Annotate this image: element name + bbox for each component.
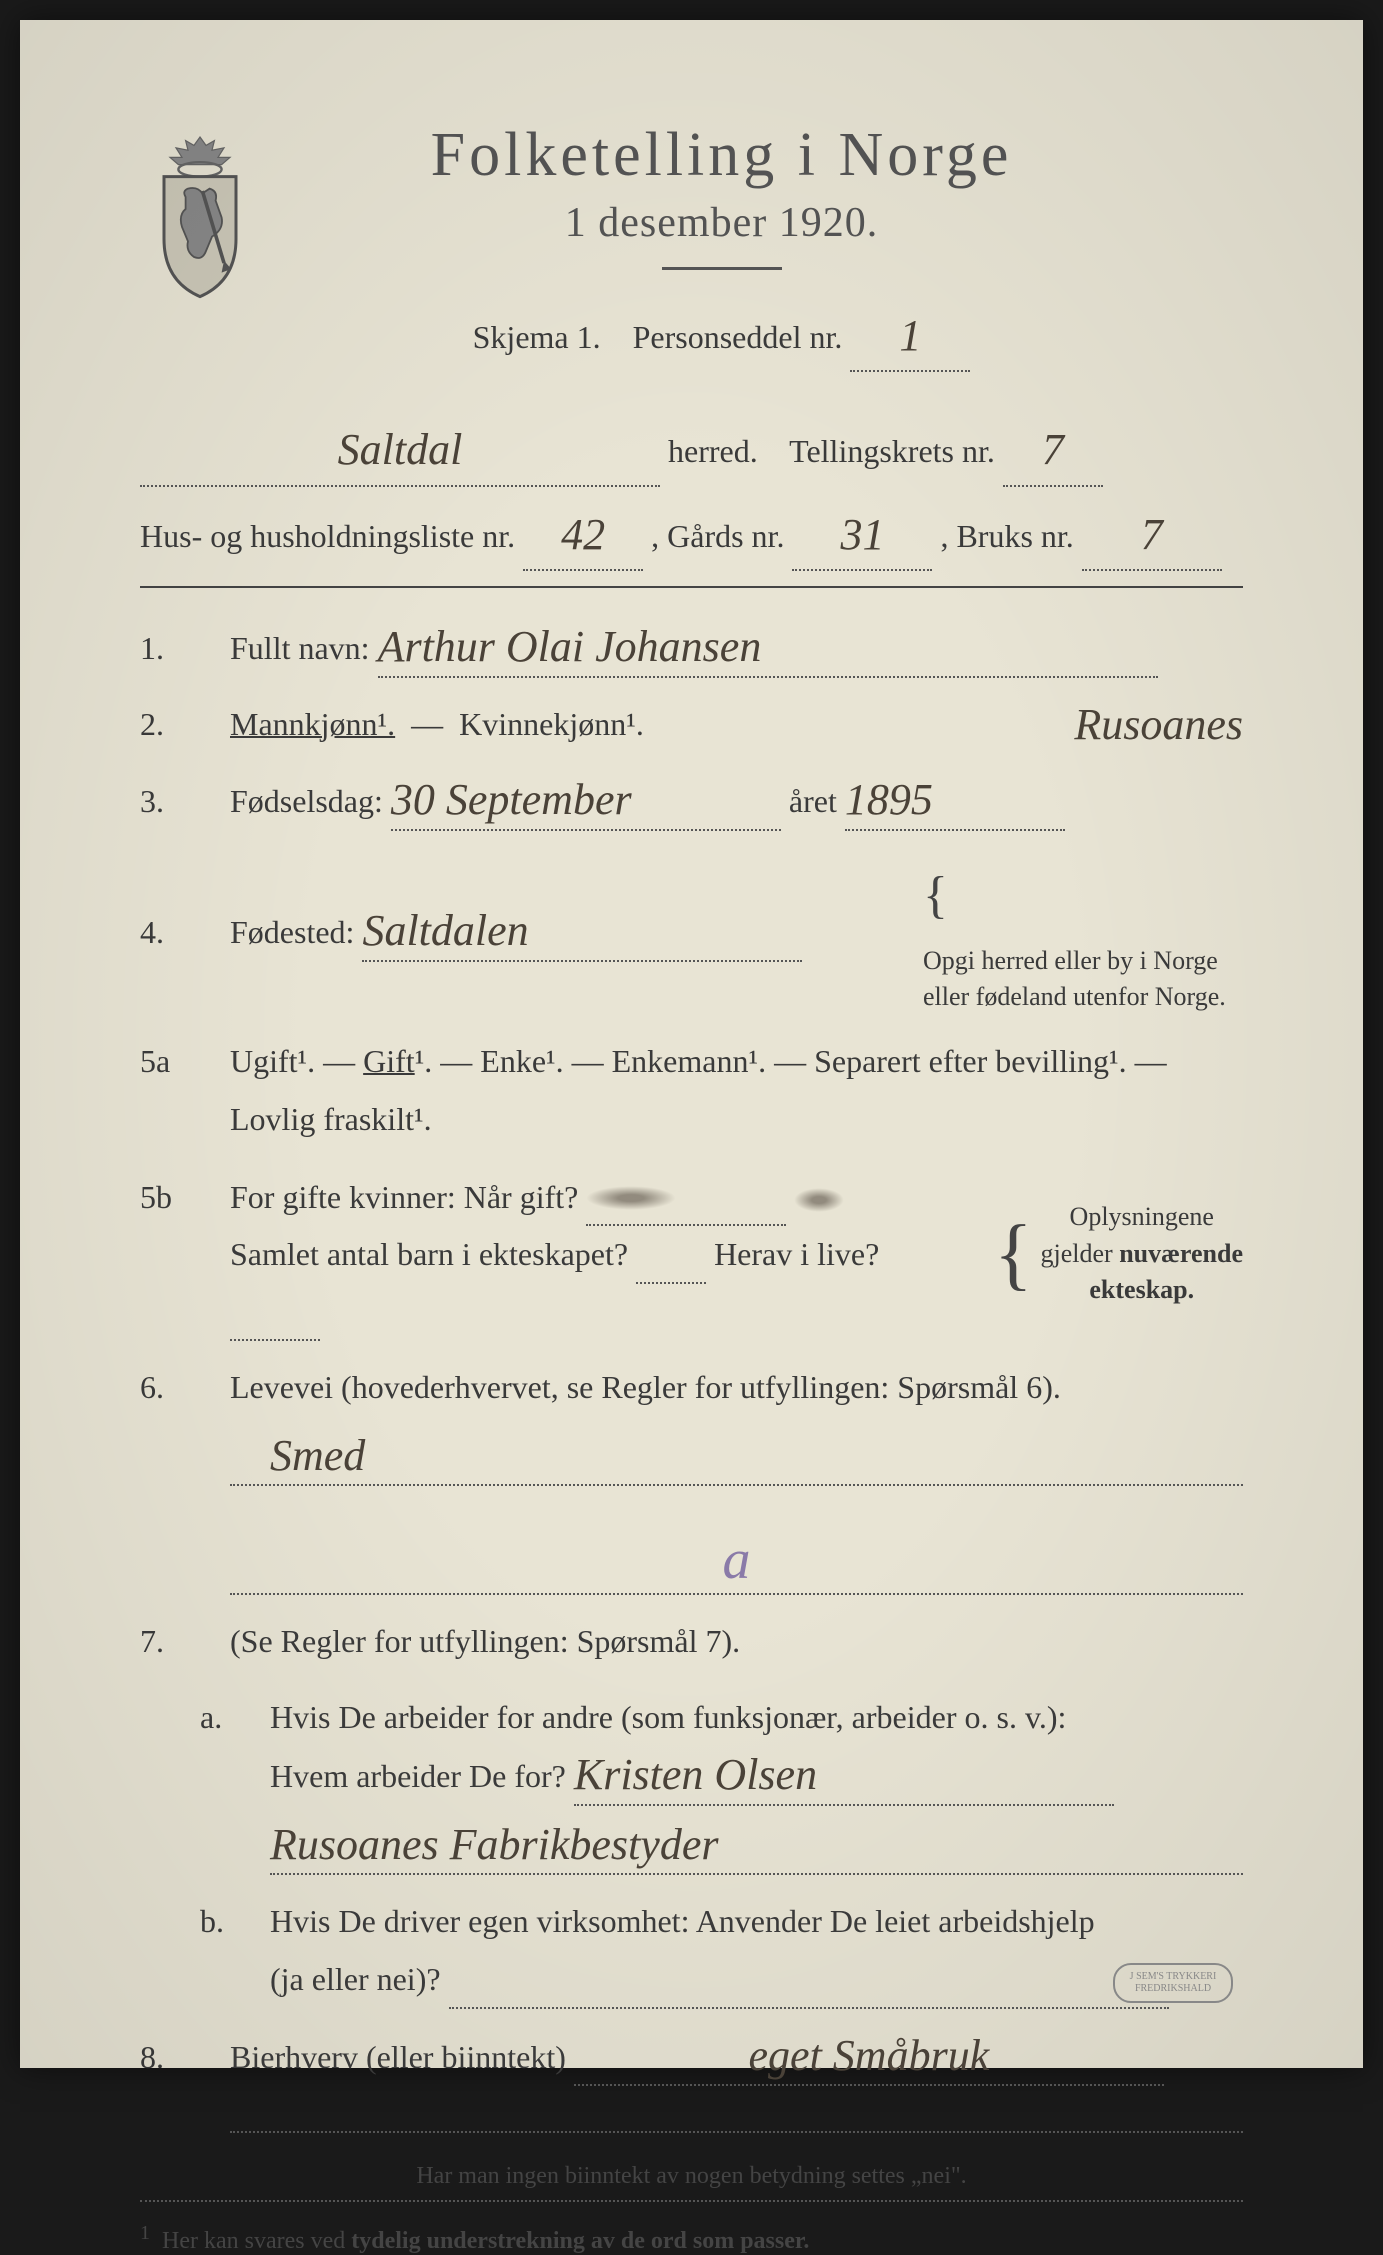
q1-label: Fullt navn: bbox=[230, 630, 370, 666]
q7a-value: Kristen Olsen bbox=[574, 1755, 817, 1795]
bruks-value: 7 bbox=[1141, 515, 1163, 555]
footer-note-1: Har man ingen biinntekt av nogen betydni… bbox=[140, 2163, 1243, 2190]
bruks-label: , Bruks nr. bbox=[940, 518, 1073, 554]
footnote-text: Her kan svares ved tydelig understreknin… bbox=[162, 2228, 809, 2254]
q1-value2: Rusoanes bbox=[1074, 705, 1243, 745]
document-subtitle: 1 desember 1920. bbox=[300, 199, 1143, 247]
q1-value: Arthur Olai Johansen bbox=[378, 627, 762, 667]
question-7: 7. (Se Regler for utfyllingen: Spørsmål … bbox=[140, 1613, 1243, 1671]
q7-label: (Se Regler for utfyllingen: Spørsmål 7). bbox=[230, 1623, 740, 1659]
skjema-line: Skjema 1. Personseddel nr. 1 bbox=[300, 300, 1143, 372]
q6-annotation: a bbox=[723, 1535, 751, 1585]
question-5a: 5a Ugift¹. — Gift¹. — Enke¹. — Enkemann¹… bbox=[140, 1033, 1243, 1148]
footnote: 1 Her kan svares ved tydelig understrekn… bbox=[140, 2222, 1243, 2255]
question-8: 8. Bierhverv (eller biinntekt) eget Småb… bbox=[140, 2027, 1243, 2134]
q5b-num: 5b bbox=[140, 1169, 200, 1227]
gards-value: 31 bbox=[840, 515, 884, 555]
skjema-label: Skjema 1. bbox=[473, 319, 601, 355]
q5a-options2: Lovlig fraskilt¹. bbox=[230, 1101, 432, 1137]
document-title: Folketelling i Norge bbox=[300, 120, 1143, 191]
header-divider bbox=[140, 586, 1243, 588]
q2-kvinne: Kvinnekjønn¹. bbox=[459, 706, 644, 742]
q7b-label: Hvis De driver egen virksomhet: Anvender… bbox=[270, 1903, 1095, 1939]
q4-label: Fødested: bbox=[230, 914, 354, 950]
q4-note: Opgi herred eller by i Norge eller fødel… bbox=[923, 943, 1243, 1016]
norwegian-coat-of-arms-icon bbox=[140, 130, 260, 300]
q8-value: eget Småbruk bbox=[749, 2036, 990, 2076]
brace-icon: { bbox=[923, 867, 948, 924]
gards-label: , Gårds nr. bbox=[651, 518, 784, 554]
husliste-value: 42 bbox=[561, 515, 605, 555]
herred-label: herred. bbox=[668, 433, 758, 469]
q5b-line2b: Herav i live? bbox=[714, 1236, 879, 1272]
herred-line: Saltdal herred. Tellingskrets nr. 7 bbox=[140, 414, 1243, 486]
q8-label: Bierhverv (eller biinntekt) bbox=[230, 2039, 566, 2075]
question-6: 6. Levevei (hovederhvervet, se Regler fo… bbox=[140, 1359, 1243, 1595]
q6-label: Levevei (hovederhvervet, se Regler for u… bbox=[230, 1369, 1061, 1405]
question-1: 1. Fullt navn: Arthur Olai Johansen bbox=[140, 618, 1243, 678]
q4-value: Saltdalen bbox=[362, 911, 528, 951]
q7a-num: a. bbox=[200, 1689, 240, 1747]
title-rule bbox=[662, 267, 782, 270]
ink-smudge-icon bbox=[794, 1188, 844, 1212]
q7a-value2: Rusoanes Fabrikbestyder bbox=[270, 1825, 718, 1865]
q5b-note: Oplysningenegjelder nuværendeekteskap. bbox=[1041, 1199, 1243, 1308]
q4-num: 4. bbox=[140, 904, 200, 962]
q5b-line1: For gifte kvinner: Når gift? bbox=[230, 1179, 578, 1215]
q3-year: 1895 bbox=[845, 780, 933, 820]
q5a-options: Ugift¹. — Gift¹. — Enke¹. — Enkemann¹. —… bbox=[230, 1043, 1167, 1079]
question-5b: 5b For gifte kvinner: Når gift? Samlet a… bbox=[140, 1167, 1243, 1342]
question-2: 2. Mannkjønn¹. — Kvinnekjønn¹. Rusoanes bbox=[140, 696, 1243, 754]
ink-smudge-icon bbox=[586, 1186, 676, 1210]
q5a-num: 5a bbox=[140, 1033, 200, 1091]
question-7b: b. Hvis De driver egen virksomhet: Anven… bbox=[140, 1893, 1243, 2008]
question-3: 3. Fødselsdag: 30 September året 1895 bbox=[140, 771, 1243, 831]
q6-value: Smed bbox=[230, 1436, 365, 1476]
question-7a: a. Hvis De arbeider for andre (som funks… bbox=[140, 1689, 1243, 1876]
document-header: Folketelling i Norge 1 desember 1920. Sk… bbox=[140, 120, 1243, 384]
personseddel-value: 1 bbox=[899, 316, 921, 356]
q3-day: 30 September bbox=[391, 780, 632, 820]
herred-value: Saltdal bbox=[338, 430, 463, 470]
q3-label: Fødselsdag: bbox=[230, 783, 383, 819]
q7b-label2: (ja eller nei)? bbox=[270, 1961, 441, 1997]
q1-num: 1. bbox=[140, 620, 200, 678]
husliste-line: Hus- og husholdningsliste nr. 42 , Gårds… bbox=[140, 499, 1243, 571]
q2-sep: — bbox=[411, 706, 443, 742]
tellingskrets-label: Tellingskrets nr. bbox=[789, 433, 995, 469]
census-form-page: Folketelling i Norge 1 desember 1920. Sk… bbox=[20, 20, 1363, 2068]
tellingskrets-value: 7 bbox=[1042, 430, 1064, 470]
footnote-marker: 1 bbox=[140, 2222, 150, 2244]
personseddel-label: Personseddel nr. bbox=[633, 319, 843, 355]
husliste-label: Hus- og husholdningsliste nr. bbox=[140, 518, 515, 554]
q2-mann: Mannkjønn¹. bbox=[230, 706, 395, 742]
printer-mark: J SEM'S TRYKKERI FREDRIKSHALD bbox=[1113, 1963, 1233, 2003]
footnote-divider bbox=[140, 2200, 1243, 2202]
question-4: 4. Fødested: Saltdalen { Opgi herred ell… bbox=[140, 849, 1243, 1015]
q7a-label2: Hvem arbeider De for? bbox=[270, 1758, 566, 1794]
brace-icon: { bbox=[994, 1210, 1032, 1298]
q2-num: 2. bbox=[140, 696, 200, 754]
q7a-label: Hvis De arbeider for andre (som funksjon… bbox=[270, 1699, 1066, 1735]
q3-num: 3. bbox=[140, 773, 200, 831]
q6-num: 6. bbox=[140, 1359, 200, 1417]
q3-year-label: året bbox=[789, 783, 837, 819]
q5b-line2a: Samlet antal barn i ekteskapet? bbox=[230, 1236, 628, 1272]
q7-num: 7. bbox=[140, 1613, 200, 1671]
q7b-num: b. bbox=[200, 1893, 240, 1951]
q8-num: 8. bbox=[140, 2029, 200, 2087]
title-block: Folketelling i Norge 1 desember 1920. Sk… bbox=[300, 120, 1243, 384]
